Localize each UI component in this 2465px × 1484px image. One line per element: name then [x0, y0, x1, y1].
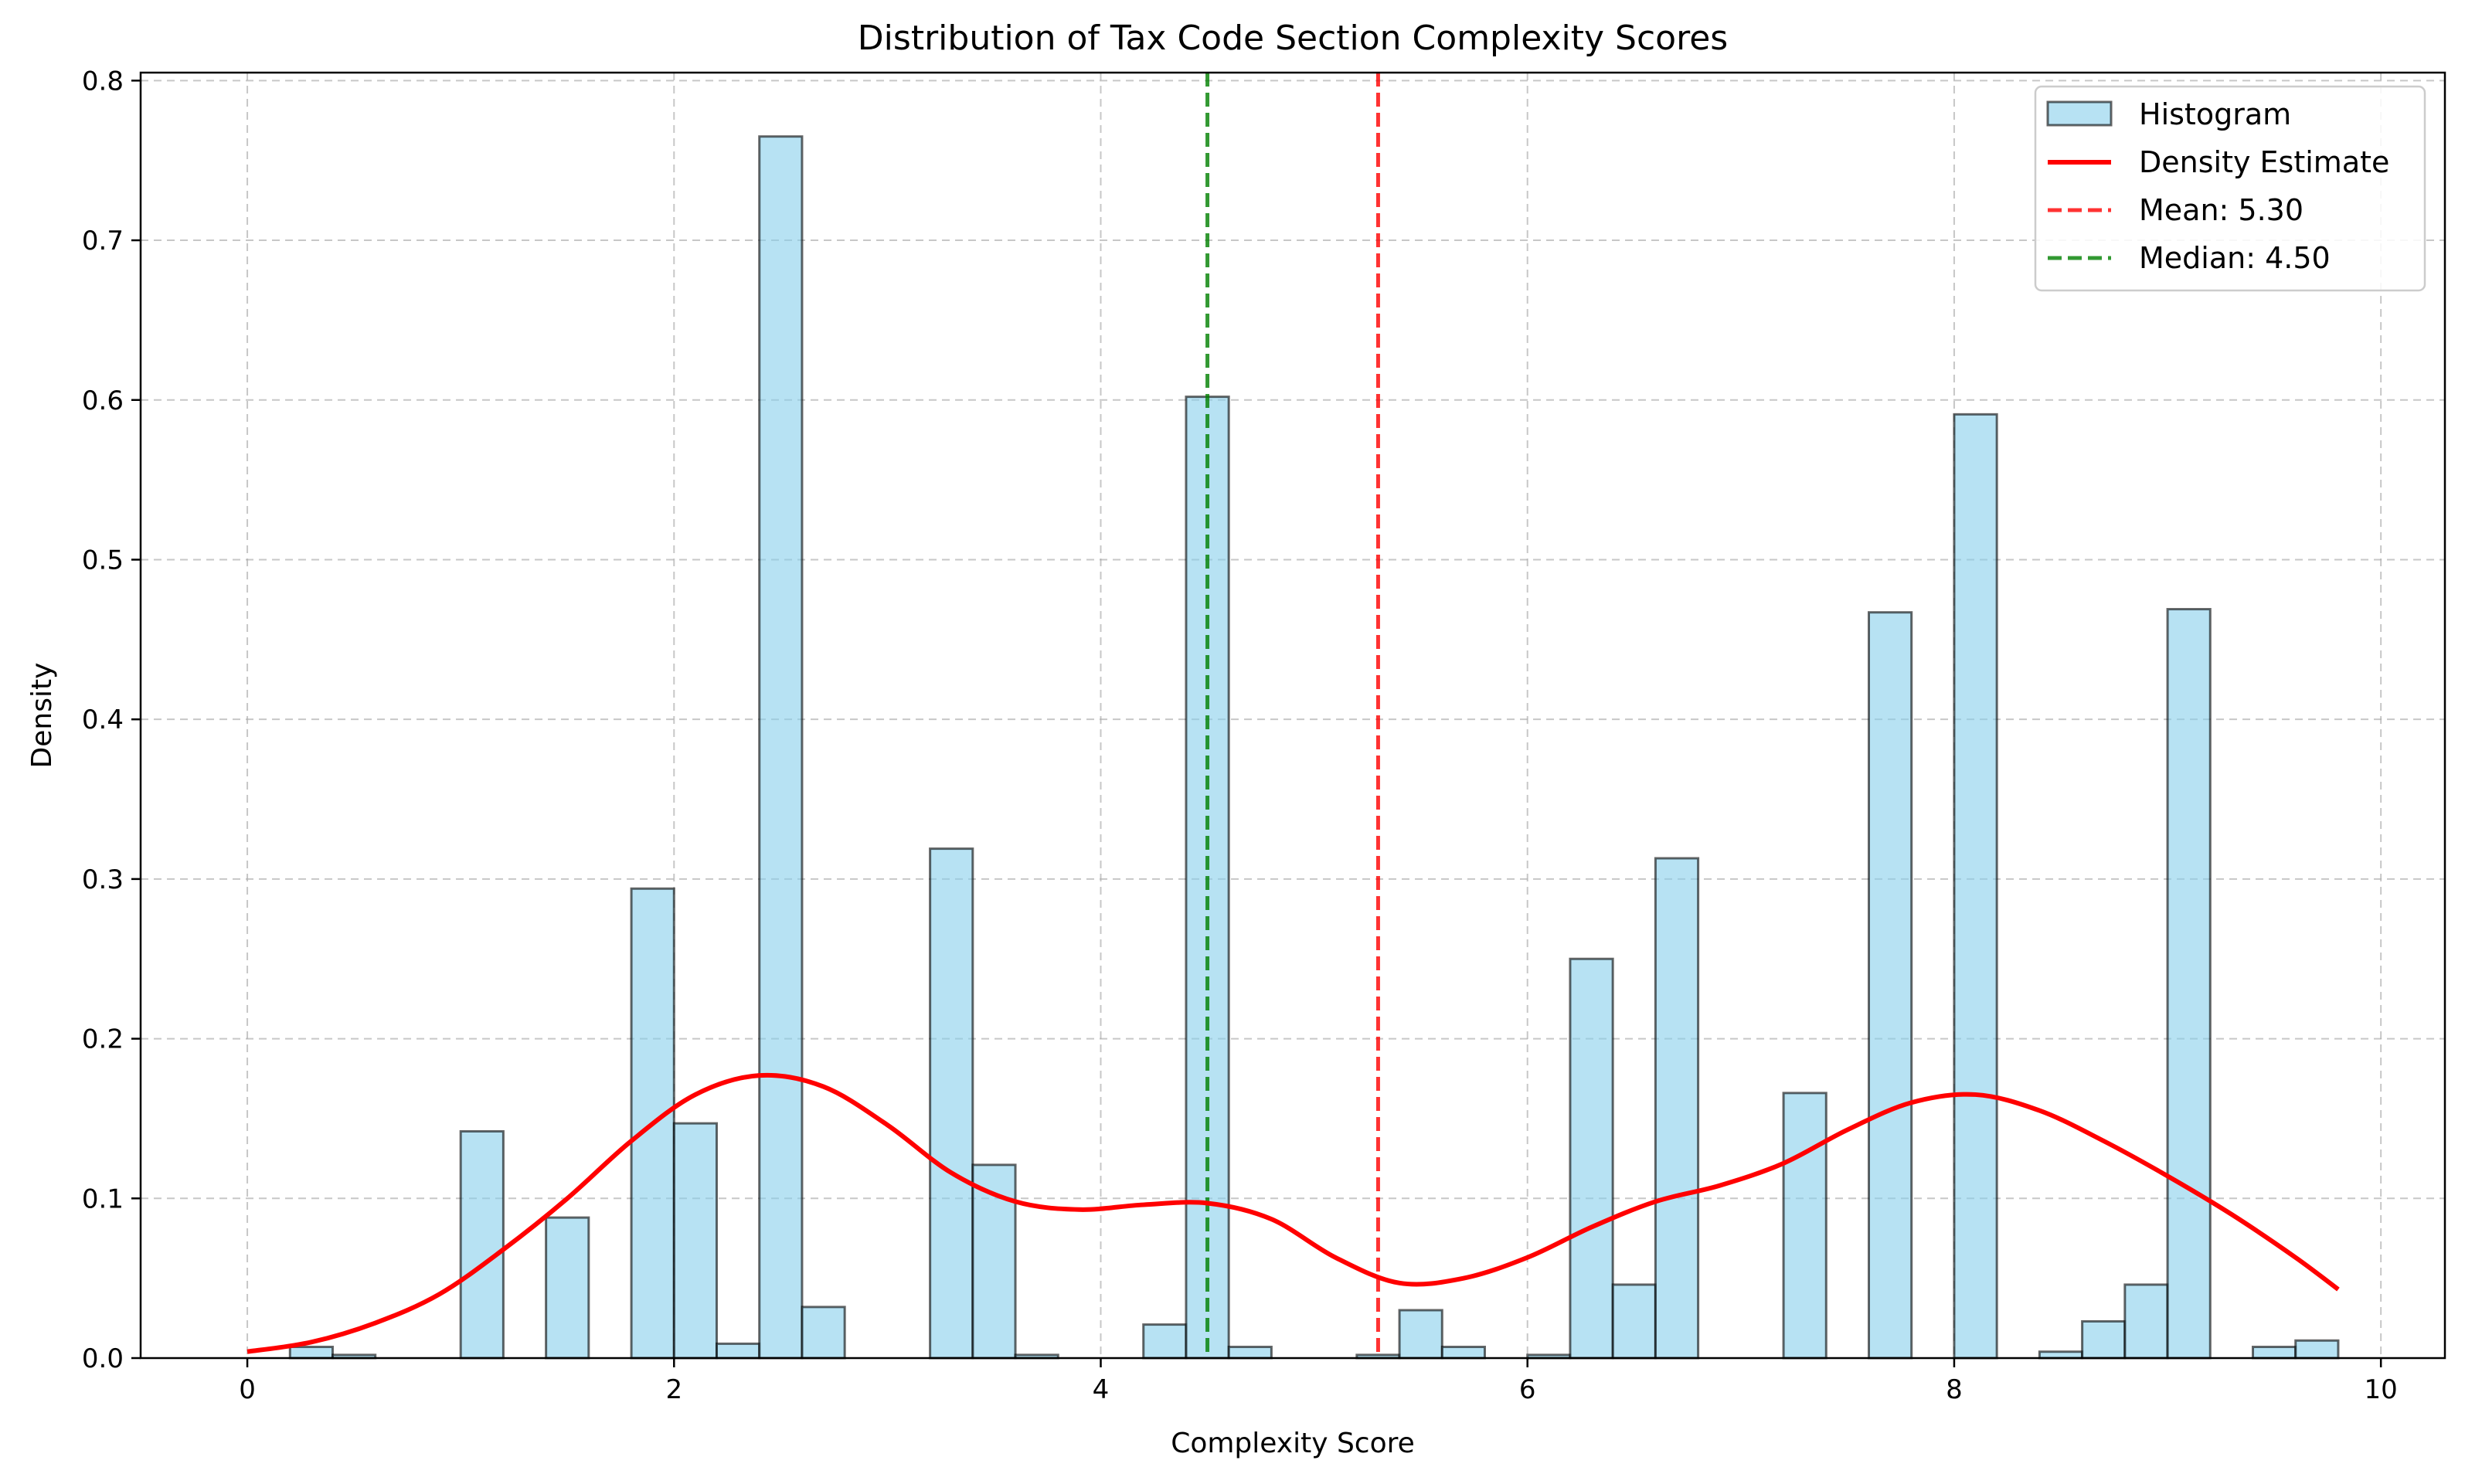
- legend-swatch-histogram: [2046, 100, 2113, 127]
- chart-title: Distribution of Tax Code Section Complex…: [858, 19, 1728, 58]
- histogram-bar: [929, 847, 974, 1360]
- legend-box: [2034, 85, 2426, 292]
- x-tick-label: 4: [1093, 1374, 1110, 1405]
- x-tick-label: 10: [2365, 1374, 2398, 1405]
- y-tick-label: 0.8: [82, 66, 124, 97]
- histogram-bar: [1227, 1346, 1273, 1360]
- x-tick-label: 6: [1519, 1374, 1536, 1405]
- y-tick-label: 0.5: [82, 545, 124, 576]
- y-tick-label: 0.0: [82, 1343, 124, 1374]
- y-axis-title: Density: [26, 663, 58, 769]
- y-tick-label: 0.4: [82, 705, 124, 735]
- histogram-bar: [1440, 1346, 1487, 1360]
- histogram-bar: [1611, 1283, 1657, 1360]
- histogram-bar: [288, 1346, 334, 1360]
- histogram-bar: [801, 1306, 846, 1360]
- x-tick-label: 2: [665, 1374, 682, 1405]
- y-tick-label: 0.3: [82, 864, 124, 895]
- histogram-bar: [1953, 413, 1998, 1360]
- histogram-bars: [288, 135, 2340, 1360]
- histogram-bar: [2166, 608, 2212, 1360]
- plot-frame: [139, 71, 2446, 1360]
- density-curve-group: [246, 1072, 2340, 1354]
- legend-label-histogram: Histogram: [2139, 97, 2291, 131]
- y-tick-label: 0.6: [82, 385, 124, 416]
- y-tick-label: 0.1: [82, 1183, 124, 1214]
- legend: Histogram Density Estimate Mean: 5.30 Me…: [2034, 85, 2426, 292]
- histogram-bar: [1782, 1092, 1828, 1360]
- histogram-bar: [2081, 1319, 2127, 1360]
- histogram-bar: [672, 1122, 718, 1360]
- legend-label-median: Median: 4.50: [2139, 241, 2331, 275]
- tick-labels: 0 2 4 6 8 10 0.0 0.1 0.2 0.3 0.4 0.5 0.6 0.7 0.8: [82, 66, 2398, 1405]
- histogram-bar: [2294, 1339, 2340, 1360]
- histogram-bar: [1569, 957, 1614, 1360]
- legend-label-density: Density Estimate: [2139, 145, 2389, 179]
- y-tick-label: 0.7: [82, 226, 124, 256]
- histogram-bar: [1398, 1309, 1443, 1360]
- density-curve: [246, 1072, 2340, 1354]
- histogram-bar: [2252, 1346, 2297, 1360]
- histogram-bar: [459, 1129, 505, 1360]
- y-tick-label: 0.2: [82, 1024, 124, 1055]
- histogram-bar: [2123, 1283, 2169, 1360]
- histogram-bar: [758, 135, 804, 1360]
- reference-lines: [1205, 73, 1380, 1358]
- x-tick-label: 8: [1946, 1374, 1963, 1405]
- histogram-bar: [1142, 1323, 1188, 1360]
- x-tick-label: 0: [239, 1374, 256, 1405]
- x-axis-title: Complexity Score: [1171, 1428, 1415, 1459]
- histogram-bar: [1654, 857, 1700, 1360]
- histogram-bar: [545, 1216, 590, 1360]
- histogram-bar: [716, 1342, 761, 1360]
- axes: [139, 71, 2446, 1360]
- histogram-bar: [1868, 611, 1913, 1360]
- legend-label-mean: Mean: 5.30: [2139, 193, 2304, 227]
